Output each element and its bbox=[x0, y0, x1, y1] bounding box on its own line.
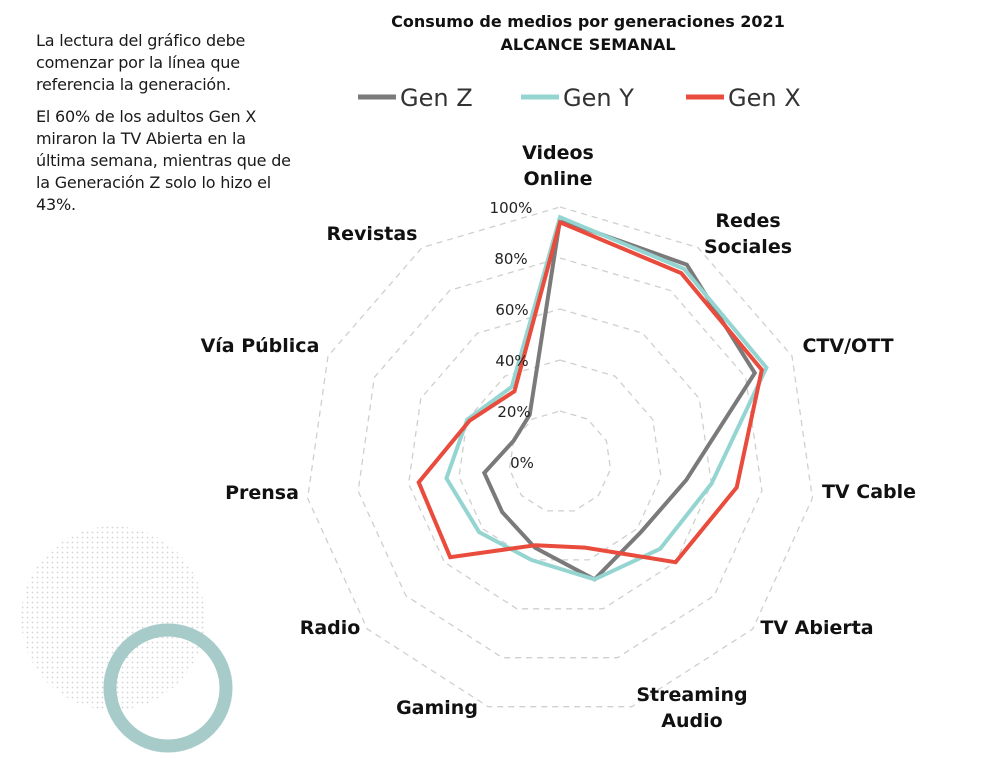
tick-label: 60% bbox=[495, 301, 528, 319]
decor-ring bbox=[103, 623, 233, 753]
axis-label-line: Audio bbox=[661, 710, 722, 732]
axis-label: Streaming Audio bbox=[636, 684, 747, 732]
axis-label: TV Abierta bbox=[760, 617, 873, 639]
axis-label: Prensa bbox=[225, 482, 299, 504]
grid-ring bbox=[508, 410, 612, 512]
axis-label-line: Sociales bbox=[704, 236, 792, 258]
grid-ring bbox=[306, 206, 814, 708]
axis-label-line: Radio bbox=[300, 617, 361, 639]
axis-label-line: Redes bbox=[715, 210, 780, 232]
axis-labels: Videos Online Redes Sociales CTV/OTT TV Cable… bbox=[201, 142, 916, 732]
explanatory-note: La lectura del gráfico debe comenzar por… bbox=[36, 30, 298, 226]
grid-ring bbox=[407, 308, 713, 610]
radial-tick-labels: 0% 20% 40% 60% 80% 100% bbox=[490, 199, 534, 472]
chart-legend: Gen Z Gen Y Gen X bbox=[358, 84, 801, 112]
axis-label: Redes Sociales bbox=[704, 210, 792, 258]
series-line-gen-y bbox=[444, 214, 769, 582]
axis-label: Vía Pública bbox=[201, 335, 320, 357]
radar-grid bbox=[306, 206, 814, 708]
series-line-gen-x bbox=[416, 219, 764, 565]
chart-subtitle: ALCANCE SEMANAL bbox=[500, 35, 675, 54]
grid-ring bbox=[458, 359, 662, 561]
note-paragraph-insight: El 60% de los adultos Gen X miraron la T… bbox=[36, 107, 291, 214]
axis-label-line: Online bbox=[523, 168, 592, 190]
axis-label-line: Revistas bbox=[327, 223, 418, 245]
radar-series bbox=[416, 214, 769, 582]
decor-dots-circle bbox=[21, 526, 205, 710]
axis-label: Videos Online bbox=[522, 142, 594, 190]
tick-label: 80% bbox=[494, 250, 527, 268]
axis-label: Radio bbox=[300, 617, 361, 639]
axis-label: Revistas bbox=[327, 223, 418, 245]
legend-label: Gen Z bbox=[400, 84, 473, 112]
legend-label: Gen X bbox=[728, 84, 801, 112]
axis-label-line: Prensa bbox=[225, 482, 299, 504]
tick-label: 20% bbox=[497, 403, 530, 421]
series-line-gen-z bbox=[481, 217, 758, 582]
legend-label: Gen Y bbox=[563, 84, 634, 112]
axis-label: TV Cable bbox=[822, 481, 916, 503]
axis-label-line: TV Cable bbox=[822, 481, 916, 503]
grid-ring bbox=[357, 257, 763, 659]
tick-label: 0% bbox=[510, 454, 534, 472]
axis-label: CTV/OTT bbox=[802, 335, 893, 357]
tick-label: 100% bbox=[490, 199, 533, 217]
axis-label-line: TV Abierta bbox=[760, 617, 873, 639]
chart-title: Consumo de medios por generaciones 2021 bbox=[391, 12, 785, 31]
axis-label-line: CTV/OTT bbox=[802, 335, 893, 357]
axis-label: Gaming bbox=[396, 697, 478, 719]
axis-label-line: Videos bbox=[522, 142, 594, 164]
axis-label-line: Gaming bbox=[396, 697, 478, 719]
axis-label-line: Streaming bbox=[636, 684, 747, 706]
note-paragraph-reading: La lectura del gráfico debe comenzar por… bbox=[36, 31, 246, 94]
axis-label-line: Vía Pública bbox=[201, 335, 320, 357]
tick-label: 40% bbox=[495, 352, 528, 370]
